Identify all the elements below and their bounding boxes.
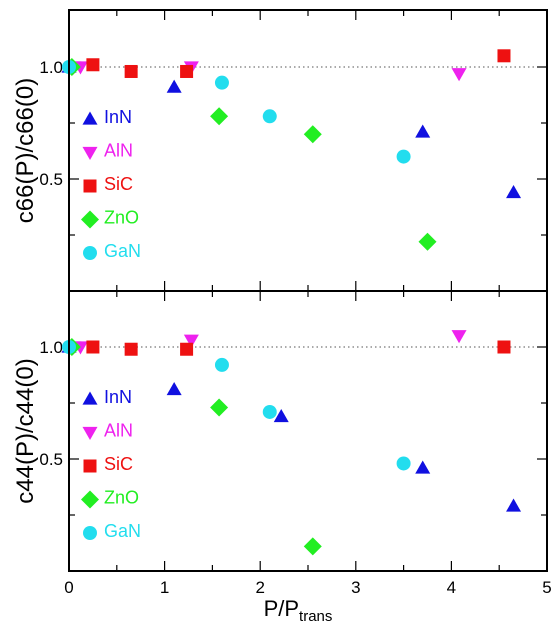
x-axis-label-main: P/P	[264, 596, 299, 621]
x-tick-label: 5	[542, 578, 551, 597]
data-point-gan	[396, 456, 411, 471]
legend-entry-zno: ZnO	[81, 208, 139, 229]
data-point-gan	[396, 149, 411, 164]
legend-entry-sic: SiC	[83, 174, 133, 194]
legend-entry-sic: SiC	[83, 454, 133, 474]
legend-marker	[82, 391, 98, 405]
y-tick-label: 1.0	[39, 338, 63, 357]
data-point-inn	[415, 460, 431, 474]
data-point-inn	[506, 498, 522, 512]
x-tick-label: 0	[64, 578, 73, 597]
legend-label: SiC	[104, 454, 133, 474]
legend-label: GaN	[104, 241, 141, 261]
legend-label: AlN	[104, 421, 133, 441]
data-point-sic	[86, 340, 100, 354]
data-point-gan	[214, 75, 229, 90]
legend-label: InN	[104, 387, 132, 407]
data-point-zno	[210, 107, 229, 126]
legend-label: SiC	[104, 174, 133, 194]
legend-label: InN	[104, 107, 132, 127]
y-axis-label: c66(P)/c66(0)	[12, 78, 39, 223]
legend-entry-aln: AlN	[82, 141, 133, 161]
x-tick-label: 4	[447, 578, 456, 597]
y-tick-label: 0.5	[39, 170, 63, 189]
data-point-aln	[183, 334, 199, 348]
data-point-sic	[86, 58, 100, 72]
legend-marker	[83, 179, 97, 193]
x-tick-label: 1	[160, 578, 169, 597]
data-point-gan	[262, 404, 277, 419]
data-point-sic	[180, 342, 194, 356]
legend-entry-gan: GaN	[83, 241, 141, 261]
legend-marker	[81, 210, 99, 229]
y-tick-label: 1.0	[39, 58, 63, 77]
legend-label: ZnO	[104, 488, 139, 508]
data-point-sic	[497, 340, 511, 354]
legend-entry-zno: ZnO	[81, 488, 139, 509]
legend-entry-aln: AlN	[82, 421, 133, 441]
x-axis-label: P/Ptrans	[264, 596, 333, 621]
data-point-zno	[210, 398, 229, 417]
data-point-inn	[415, 124, 431, 138]
legend-marker	[82, 111, 98, 125]
x-axis-label-subscript: trans	[299, 608, 332, 621]
x-tick-label: 2	[255, 578, 264, 597]
y-axis-label: c44(P)/c44(0)	[12, 358, 39, 503]
data-point-aln	[451, 330, 467, 344]
legend-entry-gan: GaN	[83, 521, 141, 541]
data-point-sic	[180, 64, 194, 78]
data-point-inn	[506, 184, 522, 199]
data-point-inn	[273, 408, 289, 423]
legend-label: AlN	[104, 141, 133, 161]
data-point-inn	[166, 79, 182, 93]
legend-marker	[83, 526, 97, 540]
legend-marker	[83, 246, 97, 260]
data-point-inn	[166, 382, 182, 396]
legend-marker	[83, 459, 97, 473]
data-point-gan	[214, 357, 229, 372]
data-point-sic	[497, 49, 511, 63]
data-point-zno	[418, 232, 437, 251]
legend-marker	[82, 426, 98, 440]
legend-label: GaN	[104, 521, 141, 541]
data-point-sic	[124, 64, 138, 78]
legend-entry-inn: InN	[82, 387, 132, 407]
data-point-aln	[451, 68, 467, 82]
data-point-sic	[124, 342, 138, 356]
data-point-zno	[303, 125, 322, 144]
legend-label: ZnO	[104, 208, 139, 228]
y-tick-label: 0.5	[39, 450, 63, 469]
x-tick-label: 3	[351, 578, 360, 597]
legend-marker	[81, 490, 99, 509]
legend-marker	[82, 146, 98, 160]
data-point-gan	[262, 109, 277, 124]
legend-entry-inn: InN	[82, 107, 132, 127]
data-point-zno	[303, 537, 322, 556]
